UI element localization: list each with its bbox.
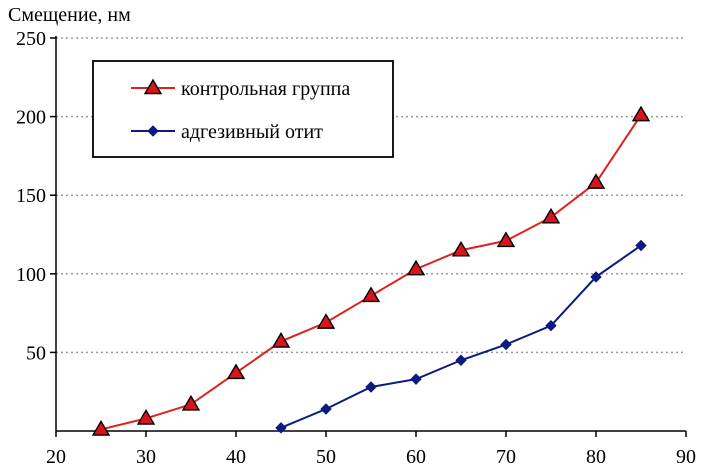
x-tick-label-60: 60 [406,446,426,468]
data-point-1-6 [545,319,557,332]
legend-label-0: контрольная группа [181,78,350,100]
data-point-0-9 [496,231,516,248]
data-point-1-8 [635,239,647,252]
axes [50,36,687,437]
legend-marker-0 [143,78,163,95]
y-tick-label-200: 200 [16,107,46,129]
data-point-0-1 [136,409,156,425]
series-layer [91,105,651,436]
series-1 [275,239,647,434]
y-axis-label: Смещение, нм [8,4,131,26]
x-tick-label-50: 50 [316,446,336,468]
y-tick-labels: 50 100 150 200 250 [16,28,46,364]
data-point-0-11 [586,173,606,189]
data-point-0-6 [361,286,381,303]
data-point-1-4 [455,354,467,366]
x-tick-label-20: 20 [46,446,66,468]
x-tick-label-70: 70 [496,446,516,468]
x-tick-label-80: 80 [586,446,606,468]
data-point-0-2 [181,394,201,411]
data-point-0-0 [91,420,111,436]
x-tick-label-40: 40 [226,446,246,468]
data-point-0-8 [451,240,471,257]
x-tick-label-90: 90 [676,446,696,468]
y-tick-label-100: 100 [16,264,46,286]
data-point-1-3 [410,373,422,385]
data-point-0-5 [316,313,336,329]
legend-entry-0: контрольная группа [131,78,350,100]
data-point-0-10 [541,207,561,224]
data-point-0-3 [226,363,246,380]
series-0 [91,105,651,436]
data-point-0-7 [406,259,426,276]
x-tick-label-30: 30 [136,446,156,468]
data-point-1-2 [365,381,377,393]
legend-marker-1 [147,125,159,137]
legend-label-1: адгезивный отит [181,121,323,143]
y-tick-label-250: 250 [16,28,46,50]
x-tick-labels: 20 30 40 50 60 70 80 90 [46,446,696,468]
data-point-1-7 [590,271,602,283]
data-point-1-5 [500,338,512,351]
data-point-1-1 [320,403,332,415]
data-point-0-4 [271,332,291,348]
data-point-1-0 [275,422,287,434]
legend-entry-1: адгезивный отит [131,121,323,143]
y-tick-label-150: 150 [16,185,46,207]
series-line-1 [280,244,642,429]
y-tick-label-50: 50 [26,342,46,364]
legend: контрольная группа адгезивный отит [92,60,394,158]
data-point-0-12 [631,105,651,122]
legend-box [92,60,394,158]
